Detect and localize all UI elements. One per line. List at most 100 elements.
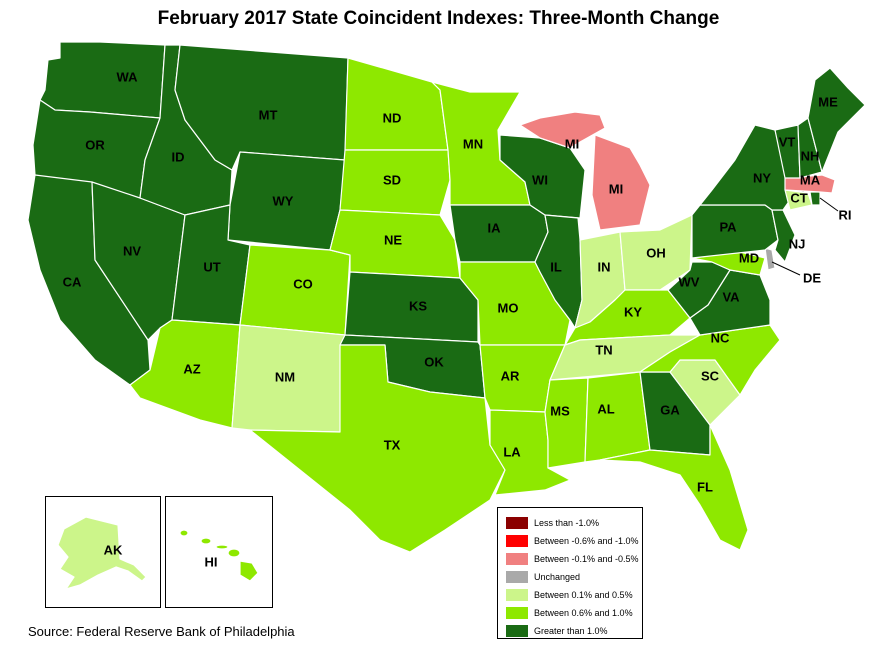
state-de (764, 247, 776, 271)
state-nd (344, 57, 449, 151)
label-pa: PA (719, 219, 737, 234)
label-oh: OH (646, 245, 666, 260)
label-ok: OK (424, 354, 444, 369)
label-hi: HI (205, 554, 218, 569)
leader-de (771, 261, 801, 276)
label-ak: AK (104, 542, 123, 557)
legend-label: Between 0.6% and 1.0% (534, 608, 633, 618)
legend-swatch (506, 607, 528, 619)
legend-label: Between -0.6% and -1.0% (534, 536, 639, 546)
legend-swatch (506, 535, 528, 547)
label-ma: MA (800, 172, 821, 187)
label-tx: TX (384, 437, 401, 452)
legend-item: Less than -1.0% (506, 514, 642, 532)
state-il (534, 214, 583, 329)
label-me: ME (818, 94, 838, 109)
label-la: LA (503, 444, 521, 459)
state-hi-kauai (179, 529, 189, 537)
label-nh: NH (801, 148, 820, 163)
label-de: DE (803, 270, 821, 285)
state-az (129, 319, 241, 429)
label-ca: CA (63, 274, 82, 289)
state-ri (809, 191, 821, 206)
source-note: Source: Federal Reserve Bank of Philadel… (28, 624, 295, 639)
label-ne: NE (384, 232, 402, 247)
legend-label: Between -0.1% and -0.5% (534, 554, 639, 564)
state-mi-upper (519, 111, 606, 149)
label-nm: NM (275, 369, 295, 384)
state-ak (57, 516, 147, 590)
alaska-inset: AK (45, 496, 161, 608)
label-wv: WV (679, 274, 700, 289)
label-wa: WA (117, 69, 139, 84)
state-hi-molokai (215, 544, 229, 550)
label-ny: NY (753, 170, 771, 185)
label-co: CO (293, 276, 313, 291)
label-or: OR (85, 137, 105, 152)
label-ut: UT (203, 259, 220, 274)
label-va: VA (722, 289, 740, 304)
legend-label: Unchanged (534, 572, 581, 582)
legend-item: Greater than 1.0% (506, 622, 642, 640)
state-co (239, 244, 351, 336)
label-ks: KS (409, 298, 427, 313)
label-mt: MT (259, 107, 278, 122)
state-hi-oahu (200, 537, 212, 545)
label-wi: WI (532, 172, 548, 187)
label-ri: RI (839, 207, 852, 222)
label-mo: MO (498, 300, 519, 315)
map-title: February 2017 State Coincident Indexes: … (157, 8, 720, 29)
label-nj: NJ (789, 236, 806, 251)
legend-item: Between -0.1% and -0.5% (506, 550, 642, 568)
legend-swatch (506, 553, 528, 565)
legend: Less than -1.0% Between -0.6% and -1.0% Be… (497, 507, 643, 639)
label-id: ID (172, 149, 185, 164)
label-mi-lower: MI (609, 181, 623, 196)
label-mn: MN (463, 136, 483, 151)
state-nc (639, 324, 781, 396)
label-ct: CT (790, 190, 807, 205)
label-mi-upper: MI (565, 136, 579, 151)
label-ar: AR (501, 368, 520, 383)
label-fl: FL (697, 479, 713, 494)
legend-swatch (506, 589, 528, 601)
legend-item: Between -0.6% and -1.0% (506, 532, 642, 550)
hawaii-inset: HI (165, 496, 273, 608)
label-ga: GA (660, 402, 680, 417)
leader-ri (819, 197, 839, 212)
state-ms (544, 377, 589, 469)
legend-item: Between 0.6% and 1.0% (506, 604, 642, 622)
label-nv: NV (123, 243, 141, 258)
label-sc: SC (701, 368, 720, 383)
legend-label: Less than -1.0% (534, 518, 600, 528)
state-hi-maui (227, 548, 241, 558)
state-tx (249, 344, 506, 553)
state-sd (339, 149, 451, 216)
label-md: MD (739, 250, 759, 265)
legend-label: Between 0.1% and 0.5% (534, 590, 633, 600)
state-me (807, 67, 866, 173)
state-fl (599, 424, 749, 551)
label-il: IL (550, 259, 562, 274)
state-al (584, 371, 651, 463)
label-wy: WY (273, 193, 294, 208)
legend-swatch (506, 571, 528, 583)
label-sd: SD (383, 172, 401, 187)
label-az: AZ (183, 361, 200, 376)
label-al: AL (597, 401, 614, 416)
state-ks (344, 271, 479, 343)
legend-item: Unchanged (506, 568, 642, 586)
state-mi-lower (591, 134, 651, 231)
legend-swatch (506, 625, 528, 637)
label-ky: KY (624, 304, 642, 319)
legend-item: Between 0.1% and 0.5% (506, 586, 642, 604)
legend-label: Greater than 1.0% (534, 626, 608, 636)
state-wa (39, 41, 166, 119)
label-tn: TN (595, 342, 612, 357)
state-hi-big-island (239, 560, 259, 582)
label-ia: IA (488, 220, 502, 235)
label-nc: NC (711, 330, 730, 345)
label-ms: MS (550, 403, 570, 418)
label-vt: VT (779, 134, 796, 149)
